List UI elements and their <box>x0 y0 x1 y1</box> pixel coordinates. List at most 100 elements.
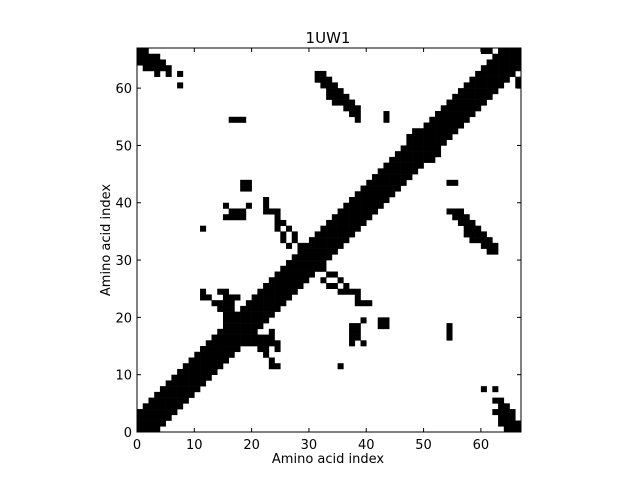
contact-cell <box>503 59 510 66</box>
contact-cell <box>240 328 247 335</box>
contact-cell <box>182 363 189 370</box>
contact-cell <box>354 219 361 226</box>
contact-cell <box>245 340 252 347</box>
contact-cell <box>435 133 442 140</box>
contact-cell <box>394 156 401 163</box>
contact-cell <box>142 48 149 55</box>
contact-cell <box>245 179 252 186</box>
contact-cell <box>326 271 333 278</box>
contact-cell <box>268 288 275 295</box>
contact-cell <box>492 70 499 77</box>
contact-cell <box>142 59 149 66</box>
contact-cell <box>234 208 241 215</box>
contact-cell <box>417 128 424 135</box>
plot-area <box>136 47 522 433</box>
contact-cell <box>165 391 172 398</box>
contact-cell <box>245 323 252 330</box>
contact-cell <box>360 191 367 198</box>
contact-cell <box>268 328 275 335</box>
contact-cell <box>154 403 161 410</box>
contact-cell <box>423 128 430 135</box>
contact-cell <box>303 242 310 249</box>
contact-cell <box>240 179 247 186</box>
contact-cell <box>377 197 384 204</box>
contact-cell <box>480 76 487 83</box>
contact-cell <box>475 88 482 95</box>
contact-cell <box>274 225 281 232</box>
contact-cell <box>222 294 229 301</box>
contact-cell <box>349 202 356 209</box>
contact-cell <box>274 208 281 215</box>
contact-cell <box>280 265 287 272</box>
contact-cell <box>217 288 224 295</box>
contact-cell <box>509 53 516 60</box>
contact-cell <box>498 403 505 410</box>
contact-cell <box>222 340 229 347</box>
contact-cell <box>354 191 361 198</box>
contact-cell <box>205 351 212 358</box>
contact-cell <box>263 305 270 312</box>
contact-cell <box>509 426 516 433</box>
contact-cell <box>274 346 281 353</box>
contact-cell <box>159 414 166 421</box>
contact-cell <box>349 99 356 106</box>
contact-cell <box>446 133 453 140</box>
contact-cell <box>148 53 155 60</box>
contact-cell <box>377 185 384 192</box>
x-tick-label: 60 <box>473 438 490 453</box>
contact-cell <box>452 214 459 221</box>
contact-cell <box>142 53 149 60</box>
contact-cell <box>280 294 287 301</box>
contact-cell <box>423 145 430 152</box>
contact-cell <box>142 65 149 72</box>
contact-cell <box>165 380 172 387</box>
contact-cell <box>280 271 287 278</box>
contact-cell <box>251 294 258 301</box>
contact-cell <box>263 294 270 301</box>
contact-cell <box>354 202 361 209</box>
contact-cell <box>280 288 287 295</box>
contact-cell <box>509 48 516 55</box>
contact-cell <box>257 346 264 353</box>
contact-cell <box>400 179 407 186</box>
contact-cell <box>137 48 144 55</box>
contact-cell <box>498 59 505 66</box>
contact-cell <box>498 397 505 404</box>
contact-cell <box>371 179 379 186</box>
contact-cell <box>217 300 224 307</box>
contact-cell <box>475 99 482 106</box>
contact-cell <box>159 59 166 66</box>
contact-cell <box>337 88 344 95</box>
contact-cell <box>326 88 333 95</box>
contact-cell <box>343 288 350 295</box>
contact-cell <box>406 162 413 169</box>
contact-cell <box>222 346 229 353</box>
contact-cell <box>400 162 407 169</box>
contact-cell <box>263 282 270 290</box>
contact-cell <box>360 214 367 221</box>
contact-cell <box>337 99 344 106</box>
contact-cell <box>469 225 476 232</box>
contact-cell <box>263 351 270 358</box>
contact-cell <box>314 76 321 83</box>
contact-cell <box>400 174 407 181</box>
contact-cell <box>257 288 264 295</box>
contact-cell <box>371 191 379 198</box>
contact-cell <box>154 426 161 433</box>
contact-cell <box>154 397 161 404</box>
contact-cell <box>389 185 396 192</box>
contact-cell <box>354 208 361 215</box>
contact-cell <box>349 334 356 341</box>
contact-cell <box>177 386 184 393</box>
contact-cell <box>463 219 470 226</box>
contact-cell <box>429 139 436 146</box>
contact-cell <box>286 265 293 272</box>
contact-cell <box>211 340 218 347</box>
x-tick-label: 20 <box>243 438 260 453</box>
contact-cell <box>377 317 384 324</box>
contact-cell <box>222 323 229 330</box>
contact-cell <box>503 403 510 410</box>
contact-cell <box>337 237 344 244</box>
contact-cell <box>188 363 195 370</box>
y-tick-label: 50 <box>115 139 132 154</box>
